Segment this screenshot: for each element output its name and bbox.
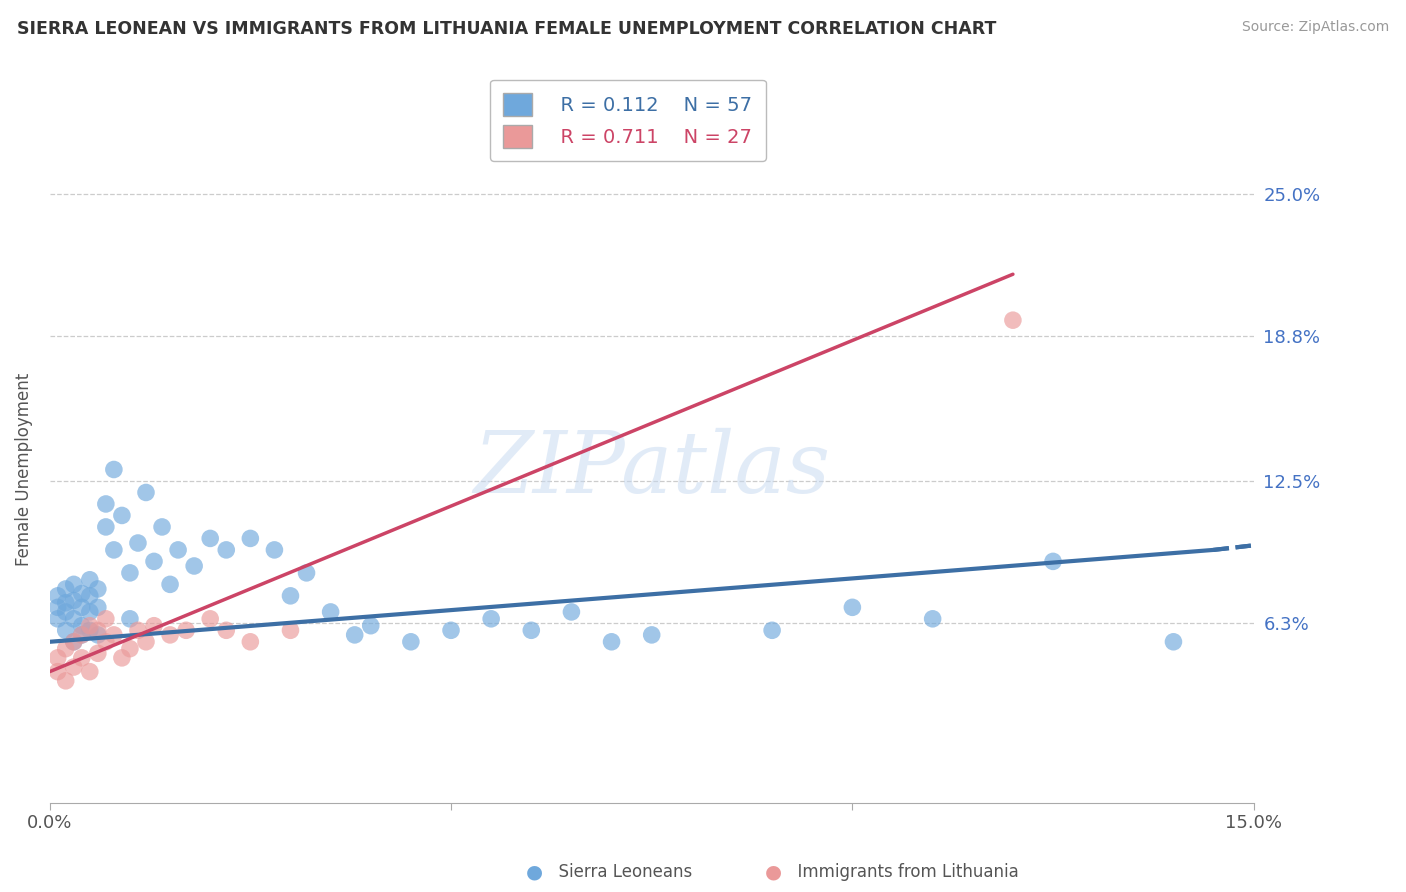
Point (174, 624, 197, 638)
Point (70, 628, 93, 642)
Point (118, 641, 141, 656)
Text: ZIPatlas: ZIPatlas (474, 428, 831, 511)
Point (118, 612, 141, 626)
Point (280, 589, 302, 603)
Point (150, 520, 173, 534)
Point (343, 628, 366, 642)
Point (1163, 634, 1185, 648)
Point (94, 497, 117, 511)
Point (103, 462, 125, 476)
Point (55, 596, 77, 610)
Text: ●: ● (526, 863, 543, 882)
Point (215, 624, 238, 638)
Point (87, 628, 110, 642)
Point (46, 600, 69, 615)
Point (761, 624, 783, 638)
Point (159, 628, 181, 642)
Point (79, 589, 101, 603)
Point (135, 634, 157, 648)
Point (560, 605, 582, 619)
Text: SIERRA LEONEAN VS IMMIGRANTS FROM LITHUANIA FEMALE UNEMPLOYMENT CORRELATION CHAR: SIERRA LEONEAN VS IMMIGRANTS FROM LITHUA… (17, 20, 997, 37)
Point (600, 634, 623, 648)
Point (239, 532, 262, 546)
Point (79, 573, 101, 587)
Point (1042, 554, 1064, 568)
Point (55, 641, 77, 656)
Point (103, 628, 125, 642)
Point (94, 634, 117, 648)
Point (55, 582, 77, 596)
Point (94, 520, 117, 534)
Legend:   R = 0.112    N = 57,   R = 0.711    N = 27: R = 0.112 N = 57, R = 0.711 N = 27 (489, 79, 766, 161)
Point (46, 665, 69, 679)
Point (1001, 313, 1024, 327)
Point (70, 628, 93, 642)
Point (79, 605, 101, 619)
Point (87, 600, 110, 615)
Y-axis label: Female Unemployment: Female Unemployment (15, 373, 32, 566)
Point (295, 566, 318, 580)
Point (841, 600, 863, 615)
Point (143, 618, 166, 632)
Point (183, 559, 205, 574)
Point (62, 634, 84, 648)
Point (215, 542, 238, 557)
Text: Immigrants from Lithuania: Immigrants from Lithuania (787, 863, 1019, 881)
Point (94, 612, 117, 626)
Point (280, 624, 302, 638)
Point (127, 624, 149, 638)
Point (263, 542, 285, 557)
Point (143, 554, 166, 568)
Point (87, 624, 110, 638)
Point (111, 651, 134, 665)
Point (641, 628, 664, 642)
Point (103, 542, 125, 557)
Point (70, 586, 93, 600)
Point (79, 618, 101, 632)
Point (319, 605, 342, 619)
Point (200, 532, 222, 546)
Point (79, 624, 101, 638)
Point (87, 582, 110, 596)
Text: Sierra Leoneans: Sierra Leoneans (548, 863, 693, 881)
Point (55, 624, 77, 638)
Point (159, 577, 181, 591)
Text: ●: ● (765, 863, 782, 882)
Point (46, 589, 69, 603)
Point (399, 634, 422, 648)
Point (200, 612, 222, 626)
Point (62, 593, 84, 607)
Point (62, 634, 84, 648)
Point (62, 577, 84, 591)
Point (479, 612, 502, 626)
Point (440, 624, 463, 638)
Text: Source: ZipAtlas.com: Source: ZipAtlas.com (1241, 20, 1389, 34)
Point (79, 665, 101, 679)
Point (127, 536, 149, 550)
Point (62, 660, 84, 674)
Point (167, 542, 190, 557)
Point (55, 673, 77, 688)
Point (70, 618, 93, 632)
Point (520, 624, 543, 638)
Point (360, 618, 382, 632)
Point (46, 612, 69, 626)
Point (70, 651, 93, 665)
Point (62, 612, 84, 626)
Point (111, 508, 134, 523)
Point (135, 485, 157, 500)
Point (921, 612, 943, 626)
Point (239, 634, 262, 648)
Point (118, 566, 141, 580)
Point (46, 651, 69, 665)
Point (70, 600, 93, 615)
Point (87, 646, 110, 660)
Point (55, 605, 77, 619)
